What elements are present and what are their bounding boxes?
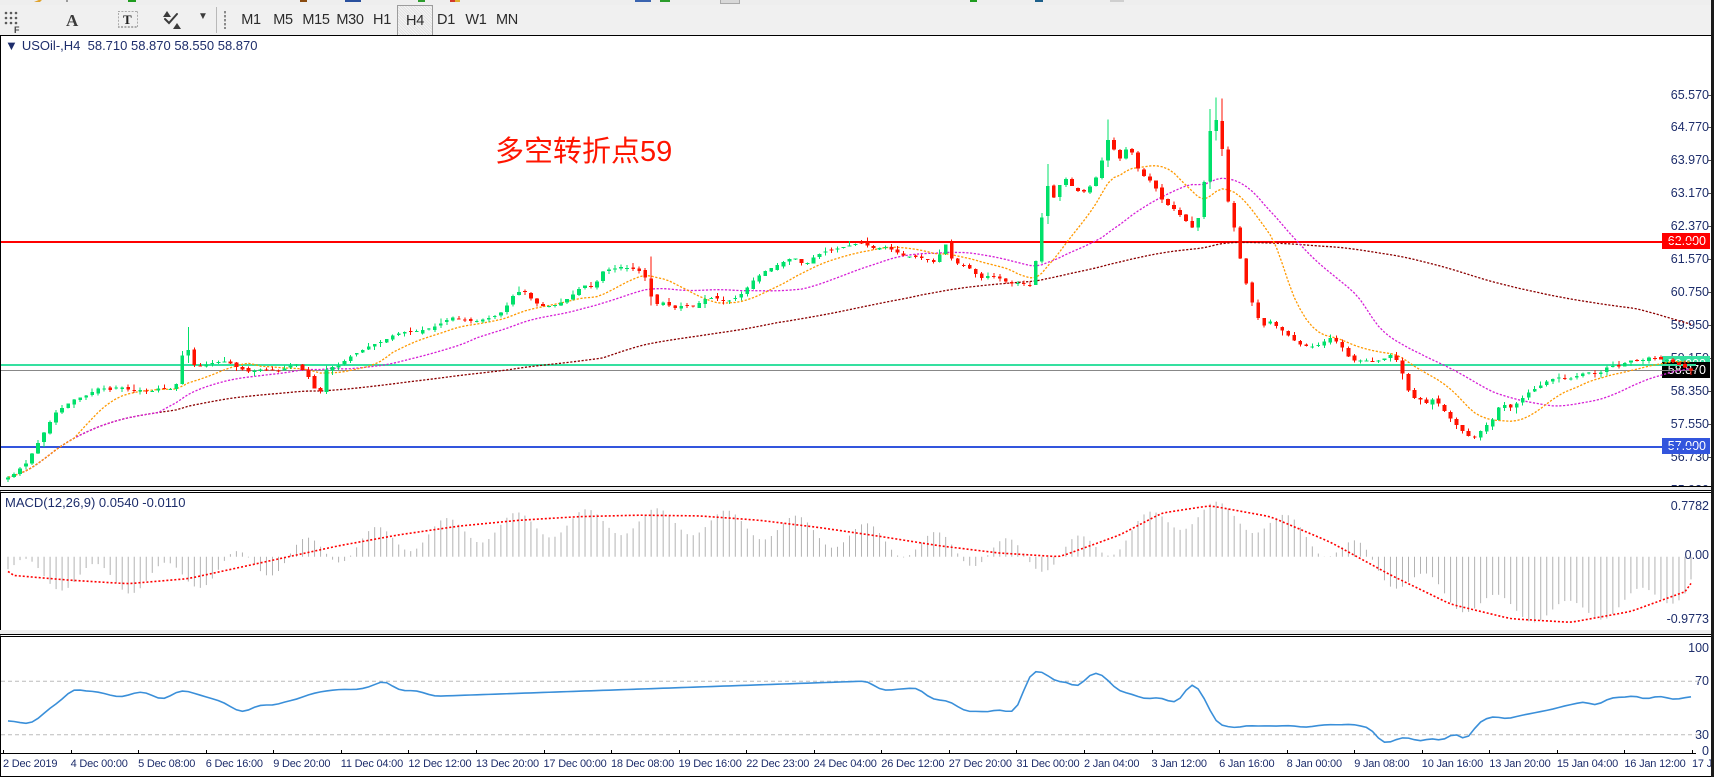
svg-text:T: T	[123, 12, 132, 27]
